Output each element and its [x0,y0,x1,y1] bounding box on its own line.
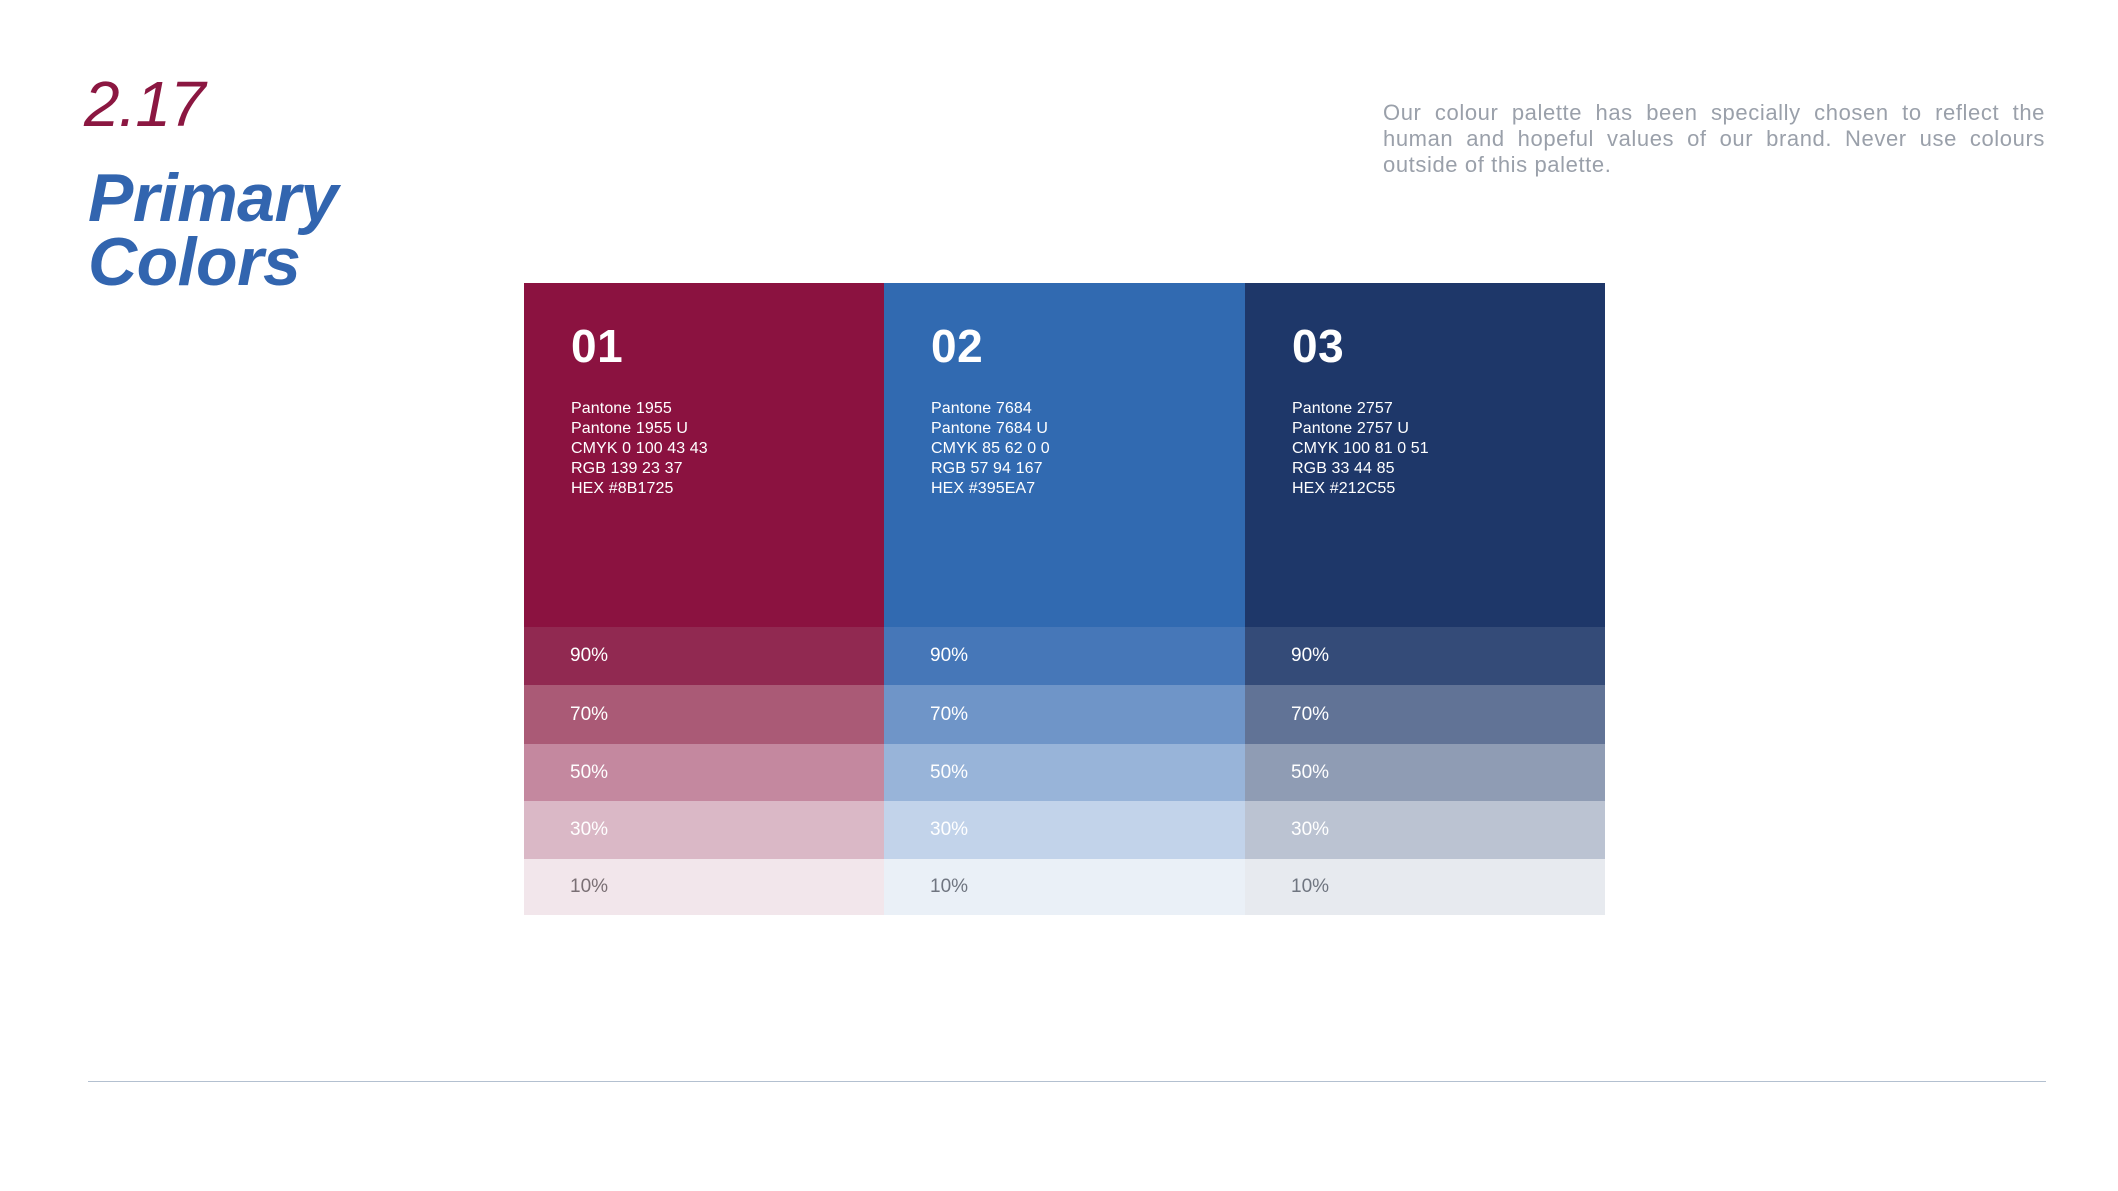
spec-rgb: RGB 57 94 167 [931,460,1043,477]
swatch-number: 01 [571,320,624,372]
color-column-03: 03 Pantone 2757 Pantone 2757 U CMYK 100 … [1245,283,1605,915]
footer-divider [88,1081,2046,1082]
spec-pantone-u: Pantone 1955 U [571,420,689,437]
spec-rgb: RGB 139 23 37 [571,460,683,477]
tint-70: 70% [1245,685,1605,744]
tint-90: 90% [524,627,884,685]
intro-paragraph: Our colour palette has been specially ch… [1383,100,2045,177]
tint-50: 50% [1245,744,1605,801]
tint-50: 50% [884,744,1245,801]
main-swatch: 03 Pantone 2757 Pantone 2757 U CMYK 100 … [1245,283,1605,627]
spec-cmyk: CMYK 0 100 43 43 [571,440,708,457]
color-column-02: 02 Pantone 7684 Pantone 7684 U CMYK 85 6… [884,283,1245,915]
page-title: Primary Colors [88,160,338,300]
color-column-01: 01 Pantone 1955 Pantone 1955 U CMYK 0 10… [524,283,884,915]
swatch-number: 02 [931,320,984,372]
swatch-number: 03 [1292,320,1345,372]
tint-90: 90% [1245,627,1605,685]
spec-hex: HEX #212C55 [1292,480,1396,497]
spec-cmyk: CMYK 100 81 0 51 [1292,440,1429,457]
tint-30: 30% [1245,801,1605,859]
page-title-line-1: Primary [88,160,338,236]
tint-70: 70% [884,685,1245,744]
spec-pantone-u: Pantone 2757 U [1292,420,1410,437]
page-title-line-2: Colors [88,224,301,300]
spec-pantone: Pantone 2757 [1292,400,1393,417]
tint-30: 30% [524,801,884,859]
spec-pantone: Pantone 1955 [571,400,672,417]
spec-cmyk: CMYK 85 62 0 0 [931,440,1050,457]
tint-10: 10% [524,859,884,915]
spec-pantone: Pantone 7684 [931,400,1032,417]
main-swatch: 02 Pantone 7684 Pantone 7684 U CMYK 85 6… [884,283,1245,627]
spec-pantone-u: Pantone 7684 U [931,420,1049,437]
main-swatch: 01 Pantone 1955 Pantone 1955 U CMYK 0 10… [524,283,884,627]
tint-30: 30% [884,801,1245,859]
color-palette: 01 Pantone 1955 Pantone 1955 U CMYK 0 10… [524,283,1605,915]
tint-50: 50% [524,744,884,801]
spec-hex: HEX #8B1725 [571,480,674,497]
spec-hex: HEX #395EA7 [931,480,1036,497]
spec-rgb: RGB 33 44 85 [1292,460,1395,477]
tint-90: 90% [884,627,1245,685]
tint-70: 70% [524,685,884,744]
section-number: 2.17 [84,68,206,140]
tint-10: 10% [884,859,1245,915]
tint-10: 10% [1245,859,1605,915]
